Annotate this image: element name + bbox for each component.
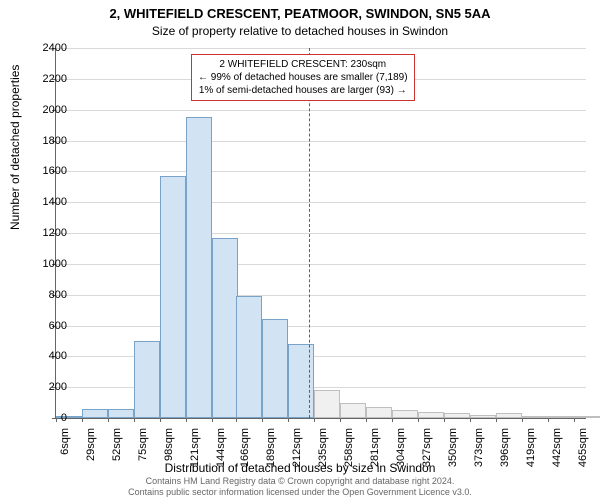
histogram-bar [262, 319, 288, 418]
annotation-line: 1% of semi-detached houses are larger (9… [198, 84, 408, 97]
histogram-bar [236, 296, 262, 418]
xtick-mark [574, 418, 575, 422]
histogram-bar [444, 413, 470, 418]
ytick-label: 1600 [22, 165, 67, 177]
xtick-mark [496, 418, 497, 422]
xtick-mark [212, 418, 213, 422]
footer-line-1: Contains HM Land Registry data © Crown c… [0, 476, 600, 487]
gridline [56, 295, 586, 296]
xtick-mark [262, 418, 263, 422]
xtick-mark [340, 418, 341, 422]
histogram-bar [522, 416, 548, 418]
histogram-bar [160, 176, 186, 418]
xtick-mark [82, 418, 83, 422]
ytick-label: 2000 [22, 104, 67, 116]
gridline [56, 326, 586, 327]
ytick-label: 1400 [22, 196, 67, 208]
gridline [56, 233, 586, 234]
ytick-label: 0 [22, 412, 67, 424]
xtick-mark [392, 418, 393, 422]
xtick-mark [186, 418, 187, 422]
footer-line-2: Contains public sector information licen… [0, 487, 600, 498]
xtick-mark [470, 418, 471, 422]
histogram-bar [186, 117, 212, 418]
gridline [56, 48, 586, 49]
xtick-mark [160, 418, 161, 422]
xtick-mark [548, 418, 549, 422]
gridline [56, 202, 586, 203]
histogram-bar [574, 416, 600, 418]
histogram-bar [392, 410, 418, 418]
ytick-label: 600 [22, 320, 67, 332]
gridline [56, 141, 586, 142]
page-subtitle: Size of property relative to detached ho… [0, 24, 600, 38]
y-axis-label: Number of detached properties [8, 65, 22, 230]
ytick-label: 1000 [22, 258, 67, 270]
gridline [56, 110, 586, 111]
histogram-bar [366, 407, 392, 418]
annotation-line: ← 99% of detached houses are smaller (7,… [198, 71, 408, 84]
ytick-label: 800 [22, 289, 67, 301]
page-title: 2, WHITEFIELD CRESCENT, PEATMOOR, SWINDO… [0, 6, 600, 21]
xtick-mark [444, 418, 445, 422]
xtick-mark [134, 418, 135, 422]
xtick-mark [108, 418, 109, 422]
chart-container: 2, WHITEFIELD CRESCENT, PEATMOOR, SWINDO… [0, 0, 600, 500]
annotation-box: 2 WHITEFIELD CRESCENT: 230sqm← 99% of de… [191, 54, 415, 101]
plot-area: 6sqm29sqm52sqm75sqm98sqm121sqm144sqm166s… [55, 48, 586, 419]
ytick-label: 2400 [22, 42, 67, 54]
xtick-mark [236, 418, 237, 422]
histogram-bar [470, 415, 496, 418]
histogram-bar [418, 412, 444, 418]
histogram-bar [134, 341, 160, 418]
histogram-bar [288, 344, 314, 418]
histogram-bar [340, 403, 366, 418]
histogram-bar [212, 238, 238, 418]
xtick-mark [418, 418, 419, 422]
histogram-bar [82, 409, 108, 418]
xtick-mark [366, 418, 367, 422]
xtick-mark [314, 418, 315, 422]
annotation-line: 2 WHITEFIELD CRESCENT: 230sqm [198, 58, 408, 71]
ytick-label: 1200 [22, 227, 67, 239]
histogram-bar [314, 390, 340, 418]
xtick-mark [288, 418, 289, 422]
ytick-label: 200 [22, 381, 67, 393]
footer-text: Contains HM Land Registry data © Crown c… [0, 476, 600, 498]
x-axis-label: Distribution of detached houses by size … [0, 461, 600, 475]
histogram-bar [548, 416, 574, 418]
gridline [56, 171, 586, 172]
histogram-bar [496, 413, 522, 418]
histogram-bar [108, 409, 134, 418]
xtick-mark [522, 418, 523, 422]
gridline [56, 264, 586, 265]
ytick-label: 2200 [22, 73, 67, 85]
ytick-label: 400 [22, 350, 67, 362]
marker-line [309, 48, 310, 418]
ytick-label: 1800 [22, 135, 67, 147]
